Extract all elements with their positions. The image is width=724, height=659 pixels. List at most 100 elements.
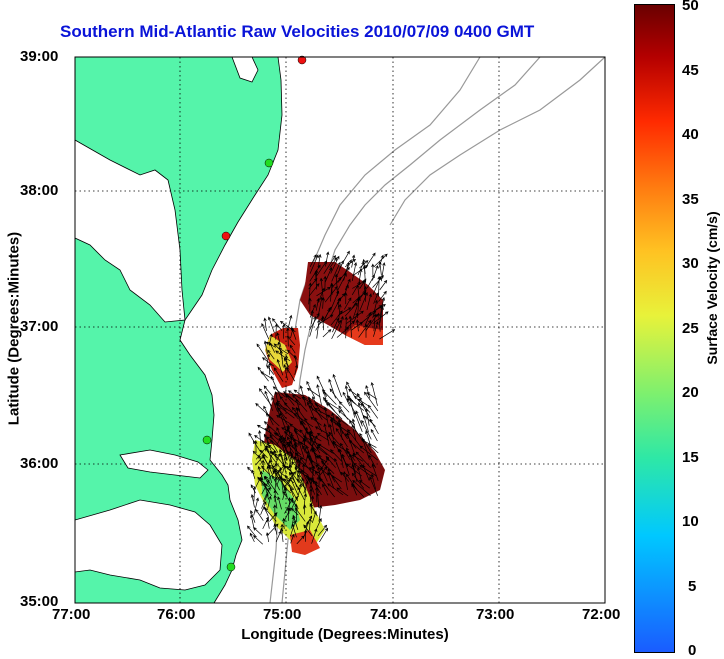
velocity-vector [314,426,329,435]
velocity-vector [251,469,256,480]
velocity-vector [324,399,342,412]
velocity-vector [266,353,271,367]
velocity-vector [252,486,257,502]
velocity-vector [287,390,301,399]
velocity-vector [373,292,379,304]
velocity-vector [261,459,265,473]
velocity-vector [267,495,272,509]
velocity-vector [338,303,342,324]
velocity-vector [318,457,330,473]
velocity-vector [287,497,292,515]
velocity-vector [289,423,301,433]
velocity-vector [344,278,351,291]
velocity-vector [268,468,278,480]
velocity-vector [307,401,315,420]
velocity-vector [321,389,337,405]
velocity-vector [264,428,280,441]
velocity-vector [255,454,265,466]
velocity-vector [322,308,331,324]
velocity-vector [276,400,287,412]
velocity-vector [267,316,275,334]
velocity-vector [283,479,291,488]
velocity-vector [293,413,314,428]
velocity-vector [379,279,388,291]
velocity-vector [275,432,289,447]
velocity-vector [320,460,335,475]
velocity-vector [349,399,365,411]
velocity-vector [334,457,342,476]
velocity-vector [290,533,295,544]
velocity-vector [267,349,275,360]
plot-frame [74,56,606,604]
colorbar [634,4,675,653]
velocity-vector [290,487,299,502]
velocity-vector [265,532,270,543]
velocity-vector [369,418,379,435]
velocity-vector [278,448,284,461]
velocity-vector [325,251,330,267]
velocity-vector [312,448,319,467]
velocity-vector [327,483,344,496]
velocity-vector [253,527,263,536]
velocity-vector [308,518,312,531]
velocity-vector [266,364,275,375]
velocity-vector [282,517,286,530]
velocity-vector [370,428,378,442]
velocity-vector [282,428,290,447]
x-tick-label: 76:00 [157,606,196,623]
velocity-vector [287,436,296,451]
velocity-vector [380,262,386,282]
velocity-vector [343,297,352,310]
velocity-vector [326,414,342,426]
velocity-vector [372,265,379,281]
velocity-vector [290,433,298,447]
velocity-vector [357,295,361,319]
velocity-vector [297,440,305,458]
velocity-vector [310,459,314,474]
velocity-vector [270,375,281,397]
velocity-vector [351,262,358,281]
velocity-vector [338,401,350,413]
velocity-vector [369,476,379,496]
y-tick-label: 35:00 [20,593,59,610]
velocity-vector [297,486,305,501]
velocity-vector [258,454,263,465]
velocity-vector [327,468,336,483]
velocity-vector [358,319,372,338]
station-hatteras-marker [226,562,236,572]
velocity-vector [263,421,278,435]
velocity-vector [283,401,299,420]
velocity-vector [299,385,307,407]
x-tick-label: 74:00 [370,606,409,623]
velocity-vector [359,432,372,454]
velocity-vector [302,504,307,515]
velocity-vector [316,286,331,297]
velocity-vector [296,535,305,545]
velocity-vector [261,357,275,367]
velocity-vector [356,466,362,482]
velocity-vector [337,307,352,316]
velocity-vector [257,366,269,382]
velocity-vector [317,524,328,537]
velocity-vector [309,316,317,337]
velocity-vector [331,261,341,282]
velocity-vector [319,277,324,297]
velocity-vector [330,255,340,274]
x-tick-label: 77:00 [52,606,91,623]
y-axis-label: Latitude (Degrees:Minutes) [5,231,23,426]
velocity-vector [314,417,323,432]
map-title: Southern Mid-Atlantic Raw Velocities 201… [60,22,535,41]
velocity-vector [276,332,282,348]
velocity-patch-north-edge [345,325,383,345]
velocity-vector [378,290,387,302]
velocity-vector [260,501,267,515]
velocity-vector [271,396,278,413]
velocity-vector [306,380,316,399]
velocity-vector [317,314,334,325]
velocity-vector [278,437,289,454]
velocity-vector [379,306,384,323]
velocity-vector [275,530,282,543]
velocity-vector [308,297,312,312]
velocity-vector [291,499,299,509]
velocity-vector [355,451,371,469]
